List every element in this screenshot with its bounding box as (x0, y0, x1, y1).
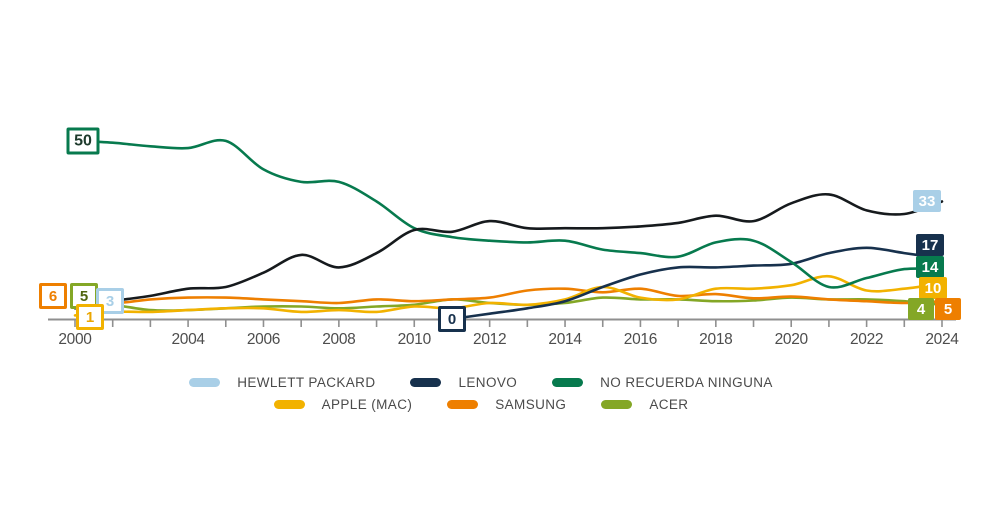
series-line-samsung (73, 287, 944, 305)
x-axis-label: 2004 (171, 331, 205, 348)
legend-item-no-recuerda-ninguna: NO RECUERDA NINGUNA (552, 375, 773, 390)
legend-swatch-hewlett-packard-icon (189, 378, 221, 387)
legend-label-hewlett-packard: HEWLETT PACKARD (237, 375, 376, 390)
legend-label-samsung: SAMSUNG (495, 397, 567, 412)
value-label-lenovo-end: 17 (916, 234, 944, 256)
chart-legend: HEWLETT PACKARD LENOVO NO RECUERDA NINGU… (0, 375, 962, 412)
legend-swatch-lenovo-icon (410, 378, 442, 387)
legend-item-apple-mac: APPLE (MAC) (273, 397, 413, 412)
legend-row-2: APPLE (MAC) SAMSUNG ACER (273, 397, 689, 412)
series-line-lenovo (450, 246, 944, 321)
value-label-nrn-end: 14 (916, 256, 944, 278)
value-label-hp-end: 33 (913, 190, 941, 212)
x-axis-label: 2024 (925, 331, 959, 348)
x-axis-label: 2010 (398, 331, 432, 348)
legend-row-1: HEWLETT PACKARD LENOVO NO RECUERDA NINGU… (189, 375, 773, 390)
series-line-no-recuerda-ninguna (73, 138, 944, 289)
legend-swatch-acer-icon (601, 400, 633, 409)
series-line-hewlett-packard (73, 192, 944, 310)
series-line-apple-mac (73, 274, 944, 317)
value-label-samsung-end: 5 (935, 298, 961, 320)
value-label-lenovo-start: 0 (438, 306, 466, 332)
legend-item-lenovo: LENOVO (410, 375, 517, 390)
x-axis-label: 2020 (775, 331, 809, 348)
value-label-apple-end: 10 (919, 277, 947, 299)
legend-label-lenovo: LENOVO (458, 375, 518, 390)
legend-label-acer: ACER (649, 397, 689, 412)
legend-item-samsung: SAMSUNG (447, 397, 566, 412)
x-axis-label: 2000 (58, 331, 92, 348)
x-axis-label: 2016 (624, 331, 657, 348)
legend-label-apple-mac: APPLE (MAC) (321, 397, 413, 412)
x-axis-label: 2012 (473, 331, 506, 348)
x-axis-label: 2008 (322, 331, 355, 348)
value-label-samsung-start: 6 (39, 283, 67, 309)
legend-swatch-apple-mac-icon (273, 400, 305, 409)
value-label-apple-start: 1 (76, 304, 104, 330)
legend-item-hewlett-packard: HEWLETT PACKARD (189, 375, 375, 390)
legend-swatch-no-recuerda-ninguna-icon (552, 378, 584, 387)
value-label-nrn-start: 50 (66, 127, 100, 155)
legend-item-acer: ACER (601, 397, 688, 412)
x-axis: 2000 2004 2006 2008 2010 2012 2014 2016 2018 2020… (48, 318, 960, 348)
value-label-acer-end: 4 (908, 298, 934, 320)
legend-swatch-samsung-icon (447, 400, 479, 409)
x-axis-label: 2022 (850, 331, 883, 348)
x-axis-label: 2006 (247, 331, 280, 348)
legend-label-no-recuerda-ninguna: NO RECUERDA NINGUNA (600, 375, 773, 390)
x-axis-label: 2018 (699, 331, 732, 348)
x-axis-label: 2014 (548, 331, 582, 348)
